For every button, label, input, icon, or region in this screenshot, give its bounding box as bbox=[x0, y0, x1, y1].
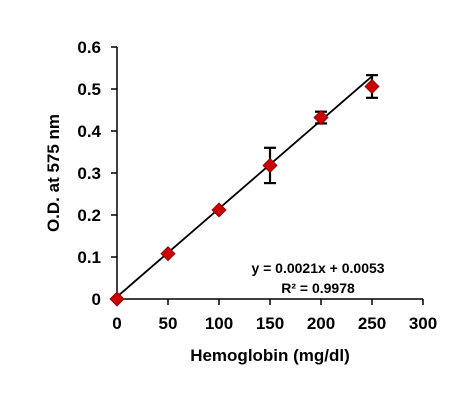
x-tick-label: 0 bbox=[112, 314, 121, 333]
r-squared-label: R² = 0.9978 bbox=[281, 280, 355, 296]
x-tick-label: 200 bbox=[307, 314, 335, 333]
x-tick-label: 50 bbox=[159, 314, 178, 333]
data-point bbox=[109, 291, 125, 307]
error-bars bbox=[264, 74, 378, 185]
x-axis-title: Hemoglobin (mg/dl) bbox=[190, 346, 350, 365]
data-point bbox=[364, 78, 380, 95]
y-axis-title: O.D. at 575 nm bbox=[44, 114, 63, 232]
data-point bbox=[313, 109, 329, 126]
x-tick-label: 100 bbox=[205, 314, 233, 333]
data-point bbox=[211, 202, 227, 218]
x-tick-label: 150 bbox=[256, 314, 284, 333]
y-tick-label: 0.1 bbox=[77, 248, 101, 267]
trendline-group bbox=[116, 75, 373, 298]
x-tick-label: 300 bbox=[409, 314, 437, 333]
y-tick-label: 0.2 bbox=[77, 206, 101, 225]
trendline bbox=[116, 75, 373, 298]
equation-label: y = 0.0021x + 0.0053 bbox=[251, 260, 384, 276]
data-point bbox=[262, 157, 278, 174]
y-tick-label: 0.3 bbox=[77, 164, 101, 183]
data-points bbox=[109, 78, 380, 307]
tick-labels: 0 50 100 150 200 250 300 0 0.1 0.2 0.3 0.4 0.5 0.6 bbox=[77, 38, 437, 333]
data-point bbox=[160, 246, 176, 262]
y-tick-label: 0.6 bbox=[77, 38, 101, 57]
x-tick-label: 250 bbox=[358, 314, 386, 333]
axes bbox=[111, 46, 424, 305]
y-tick-label: 0.4 bbox=[77, 122, 101, 141]
y-tick-label: 0 bbox=[92, 290, 101, 309]
y-tick-label: 0.5 bbox=[77, 80, 101, 99]
